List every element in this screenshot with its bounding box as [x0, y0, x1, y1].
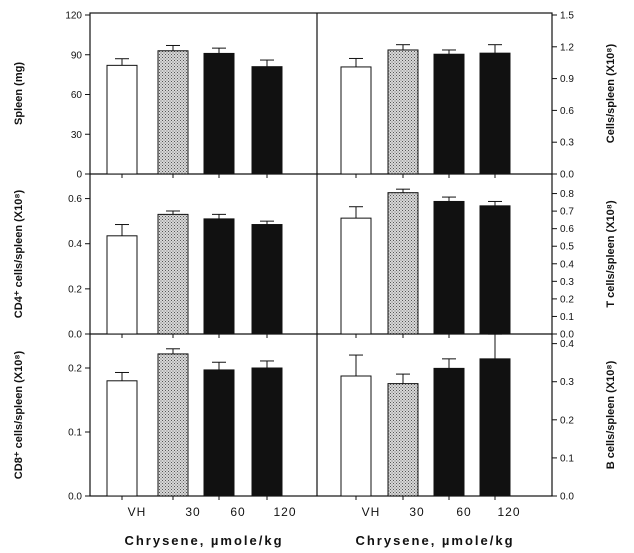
bar-30 — [387, 383, 419, 497]
y-tick-label: 0.0 — [68, 492, 82, 503]
y-axis-title: CD4⁺ cells/spleen (X10⁸) — [13, 189, 25, 318]
bar-60 — [203, 369, 235, 497]
y-tick-label: 0.2 — [560, 294, 574, 305]
x-axis-title-left: Chrysene, µmole/kg — [124, 533, 283, 548]
bar-60 — [433, 200, 465, 335]
y-tick-label: 90 — [71, 50, 83, 61]
y-axis-title: T cells/spleen (X10⁸) — [605, 200, 617, 308]
y-tick-label: 0.0 — [560, 170, 574, 181]
bar-30 — [387, 49, 419, 175]
bar-VH — [106, 235, 138, 335]
y-axis-title: Cells/spleen (X10⁸) — [605, 43, 617, 143]
y-tick-label: 0.4 — [560, 339, 574, 350]
y-tick-label: 0.9 — [560, 74, 574, 85]
category-labels-left: VH 30 60 120 — [128, 505, 296, 519]
bar-120 — [251, 66, 283, 175]
y-tick-label: 0.1 — [68, 428, 82, 439]
bar-VH — [106, 64, 138, 175]
category-label: 30 — [409, 505, 424, 519]
y-tick-label: 120 — [65, 11, 82, 22]
bar-30 — [157, 213, 189, 335]
category-label: 120 — [273, 505, 296, 519]
y-tick-label: 0.6 — [68, 194, 82, 205]
category-label: 60 — [456, 505, 471, 519]
category-labels-right: VH 30 60 120 — [362, 505, 520, 519]
y-tick-label: 60 — [71, 90, 83, 101]
bar-60 — [203, 52, 235, 175]
category-label: 60 — [230, 505, 245, 519]
bar-30 — [387, 192, 419, 335]
y-tick-label: 0.2 — [68, 364, 82, 375]
y-tick-label: 0.1 — [560, 453, 574, 464]
y-tick-label: 0.3 — [560, 138, 574, 149]
bar-VH — [106, 380, 138, 497]
y-axis-title: Spleen (mg) — [13, 62, 25, 125]
y-tick-label: 0.6 — [560, 106, 574, 117]
panel-bottom-left: 0.0 0.1 0.2 CD8⁺ cells/spleen (X10⁸) — [13, 348, 283, 503]
y-tick-label: 1.2 — [560, 42, 574, 53]
bar-120 — [479, 205, 511, 335]
category-label: VH — [362, 505, 381, 519]
y-tick-label: 0.0 — [560, 330, 574, 341]
category-label: 30 — [185, 505, 200, 519]
bar-30 — [157, 353, 189, 497]
bar-120 — [251, 367, 283, 497]
y-tick-label: 1.5 — [560, 11, 574, 22]
bar-120 — [251, 224, 283, 335]
category-label: 120 — [497, 505, 520, 519]
panel-middle-right: 0.0 0.1 0.2 0.3 0.4 0.5 0.6 0.7 0.8 T cells/splee… — [340, 188, 617, 341]
y-tick-label: 0.5 — [560, 242, 574, 253]
y-tick-label: 0 — [76, 170, 82, 181]
panel-middle-left: 0.0 0.2 0.4 0.6 CD4⁺ cells/spleen (X10⁸) — [13, 189, 283, 341]
bar-VH — [340, 375, 372, 497]
y-tick-label: 0.1 — [560, 312, 574, 323]
y-tick-label: 0.3 — [560, 277, 574, 288]
bar-60 — [433, 367, 465, 497]
y-axis-title: CD8⁺ cells/spleen (X10⁸) — [13, 350, 25, 479]
y-tick-label: 0.8 — [560, 189, 574, 200]
bar-120 — [479, 52, 511, 175]
figure-frame — [89, 12, 553, 497]
panel-top-left: 0 30 60 90 120 Spleen (mg) — [13, 11, 283, 181]
category-label: VH — [128, 505, 147, 519]
bar-60 — [203, 218, 235, 335]
bar-120 — [479, 358, 511, 497]
bar-VH — [340, 217, 372, 335]
bar-60 — [433, 53, 465, 175]
y-tick-label: 30 — [71, 130, 83, 141]
y-tick-label: 0.3 — [560, 377, 574, 388]
y-tick-label: 0.7 — [560, 207, 574, 218]
panel-top-right: 0.0 0.3 0.6 0.9 1.2 1.5 Cells/spleen (X10⁸) — [340, 11, 617, 181]
x-axis-title-right: Chrysene, µmole/kg — [355, 533, 514, 548]
y-axis-title: B cells/spleen (X10⁸) — [605, 360, 617, 469]
y-tick-label: 0.4 — [560, 259, 574, 270]
y-tick-label: 0.2 — [68, 284, 82, 295]
y-tick-label: 0.0 — [560, 492, 574, 503]
bar-VH — [340, 66, 372, 175]
panel-bottom-right: 0.0 0.1 0.2 0.3 0.4 B cells/spleen (X10⁸) — [340, 333, 617, 503]
y-tick-label: 0.0 — [68, 330, 82, 341]
y-tick-label: 0.6 — [560, 224, 574, 235]
bar-30 — [157, 50, 189, 175]
y-tick-label: 0.2 — [560, 415, 574, 426]
y-tick-label: 0.4 — [68, 239, 82, 250]
